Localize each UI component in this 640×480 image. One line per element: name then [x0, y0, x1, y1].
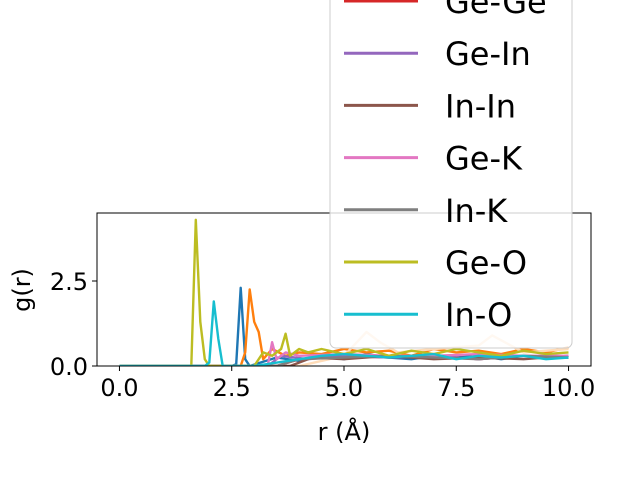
legend-entry-label: Ge-In	[445, 35, 531, 73]
legend-entry-label: Ge-K	[445, 140, 523, 178]
legend-entry-label: In-In	[445, 87, 516, 125]
y-axis-label: g(r)	[8, 268, 36, 312]
legend-entry-label: Ge-Ge	[445, 0, 547, 21]
legend-entry-label: In-K	[445, 192, 508, 230]
x-tick-label: 0.0	[100, 374, 138, 402]
series-line-8	[119, 218, 569, 366]
legend-entry-label: Ge-O	[445, 244, 527, 282]
x-tick-label: 10.0	[542, 374, 595, 402]
legend: Ge-Ge Ge-In In-In Ge-K In-K Ge-O In-O	[329, 0, 573, 349]
x-tick-label: 5.0	[325, 374, 363, 402]
ticks-layer: 0.0 2.5 5.0 7.5 10.0 0.0 2.5	[50, 268, 595, 402]
x-axis-label: r (Å)	[318, 417, 371, 446]
series-layer	[119, 218, 569, 366]
x-tick-label: 2.5	[213, 374, 251, 402]
y-tick-label: 2.5	[50, 268, 88, 296]
legend-entry-label: In-O	[445, 296, 512, 334]
y-tick-label: 0.0	[50, 353, 88, 381]
series-line-9	[119, 300, 569, 366]
x-tick-label: 7.5	[437, 374, 475, 402]
